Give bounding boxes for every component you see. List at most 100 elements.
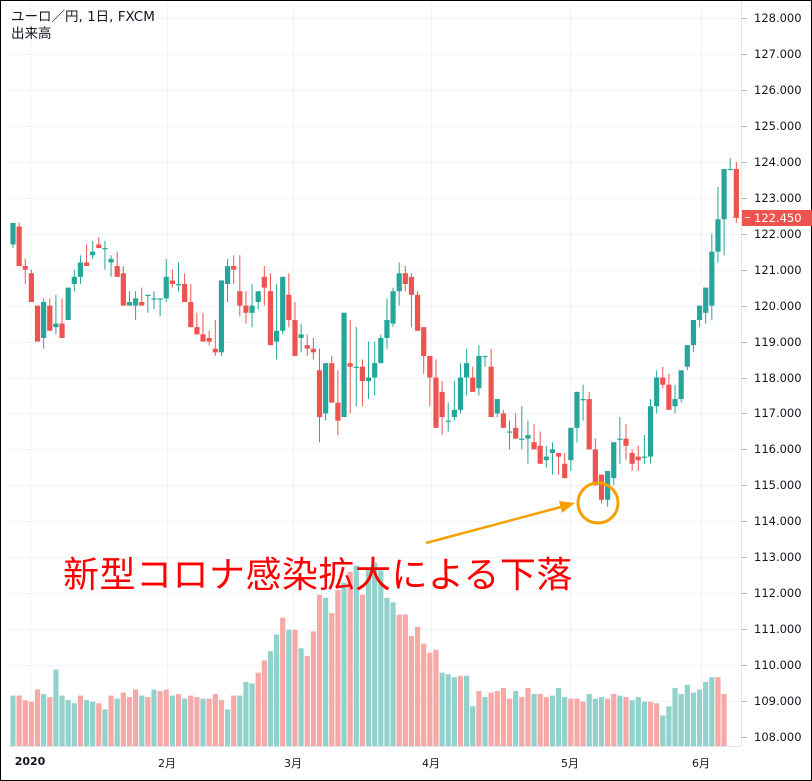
candle-body [194, 327, 200, 335]
volume-bar [169, 695, 175, 746]
candle-body [555, 452, 562, 457]
volume-bar [641, 701, 647, 746]
candle-body [329, 363, 335, 403]
candle-body [310, 348, 316, 353]
candle-body [96, 244, 102, 249]
time-axis-label: 2月 [158, 757, 176, 770]
candle-body [660, 377, 666, 385]
candle-body [335, 402, 341, 421]
price-axis-label: 127.000 [754, 46, 802, 61]
candle-body [543, 456, 549, 461]
candle-body [519, 438, 525, 440]
volume-bar [83, 700, 90, 746]
candle-body [353, 366, 359, 368]
volume-bar [59, 695, 65, 746]
volume-bar [120, 692, 126, 746]
candle-body [41, 302, 47, 338]
volume-bar [126, 697, 133, 746]
volume-bar [77, 695, 84, 746]
price-axis-label: 110.000 [754, 658, 802, 673]
volume-bar [200, 698, 206, 746]
volume-bar [286, 629, 292, 746]
time-axis[interactable]: 2020 2月 3月 4月 5月 6月 [7, 746, 741, 781]
candle-body [65, 287, 71, 320]
candle-body [77, 262, 84, 277]
price-axis-label: 121.000 [754, 262, 802, 277]
volume-bar [562, 697, 568, 746]
volume-bar [310, 631, 316, 746]
volume-bar [108, 695, 114, 746]
candle-body [464, 363, 470, 378]
volume-bar [28, 701, 34, 746]
volume-bar [654, 703, 660, 746]
volume-bar [280, 617, 286, 746]
candle-body [108, 258, 114, 263]
candle-body [267, 291, 274, 346]
volume-bar [71, 703, 77, 746]
candle-body [672, 399, 678, 407]
volume-bar [555, 687, 562, 746]
candle-body [71, 276, 77, 285]
candle-body [537, 445, 543, 464]
candle-body [365, 377, 372, 382]
volume-bar [537, 694, 543, 746]
volume-bar [678, 694, 684, 746]
volume-bar [359, 594, 366, 746]
price-axis-tick [742, 341, 747, 343]
candle-body [414, 294, 421, 331]
volume-bar [647, 701, 654, 746]
candle-body [83, 262, 90, 267]
price-axis-tick [742, 233, 747, 235]
volume-bar [414, 626, 421, 746]
price-axis-label: 112.000 [754, 586, 802, 601]
volume-indicator-label[interactable]: 出来高 [11, 26, 52, 42]
volume-bar [145, 697, 151, 746]
volume-bar [488, 692, 494, 746]
price-plot-area[interactable] [7, 3, 741, 746]
volume-bar [439, 672, 445, 746]
volume-bar [365, 567, 372, 746]
volume-bar [255, 672, 261, 746]
volume-bar [703, 681, 709, 746]
volume-bar [133, 689, 139, 746]
candle-body [28, 273, 34, 303]
price-axis-label: 115.000 [754, 478, 802, 493]
candle-body [102, 248, 108, 250]
candle-body [145, 294, 151, 297]
candle-body [169, 280, 175, 285]
volume-bar [666, 706, 672, 746]
candlestick-chart[interactable] [7, 3, 741, 746]
price-axis-label: 119.000 [754, 334, 802, 349]
chart-legend: ユーロ／円, 1日, FXCM 出来高 [11, 9, 155, 43]
price-axis-tick [742, 18, 747, 19]
candle-body [22, 266, 28, 270]
price-axis-tick [742, 377, 747, 379]
volume-bar [182, 698, 188, 746]
candle-body [439, 391, 445, 418]
volume-bar [696, 689, 703, 746]
price-axis-label: 123.000 [754, 190, 802, 205]
last-price-tag: 122.450 [742, 209, 812, 226]
candle-body [457, 377, 464, 410]
volume-bar [378, 570, 384, 746]
candle-body [678, 370, 684, 400]
volume-bar [188, 695, 194, 746]
volume-bar [267, 651, 274, 746]
candle-body [188, 302, 194, 328]
volume-bar [65, 700, 71, 746]
volume-bar [47, 697, 53, 746]
price-axis-label: 116.000 [754, 442, 802, 457]
candle-body [341, 312, 347, 418]
price-axis[interactable]: 128.000 127.000 126.000 125.000 124.000 123.0… [741, 1, 812, 746]
candle-body [372, 363, 378, 378]
volume-bar [525, 687, 531, 746]
time-axis-label: 4月 [422, 757, 440, 770]
candle-body [139, 302, 145, 306]
candle-body [531, 442, 537, 450]
volume-bar [513, 690, 519, 746]
volume-bar [16, 695, 22, 746]
candle-body [402, 273, 408, 285]
candle-body [273, 330, 280, 342]
price-axis-label: 114.000 [754, 514, 802, 529]
price-axis-tick [742, 89, 747, 91]
